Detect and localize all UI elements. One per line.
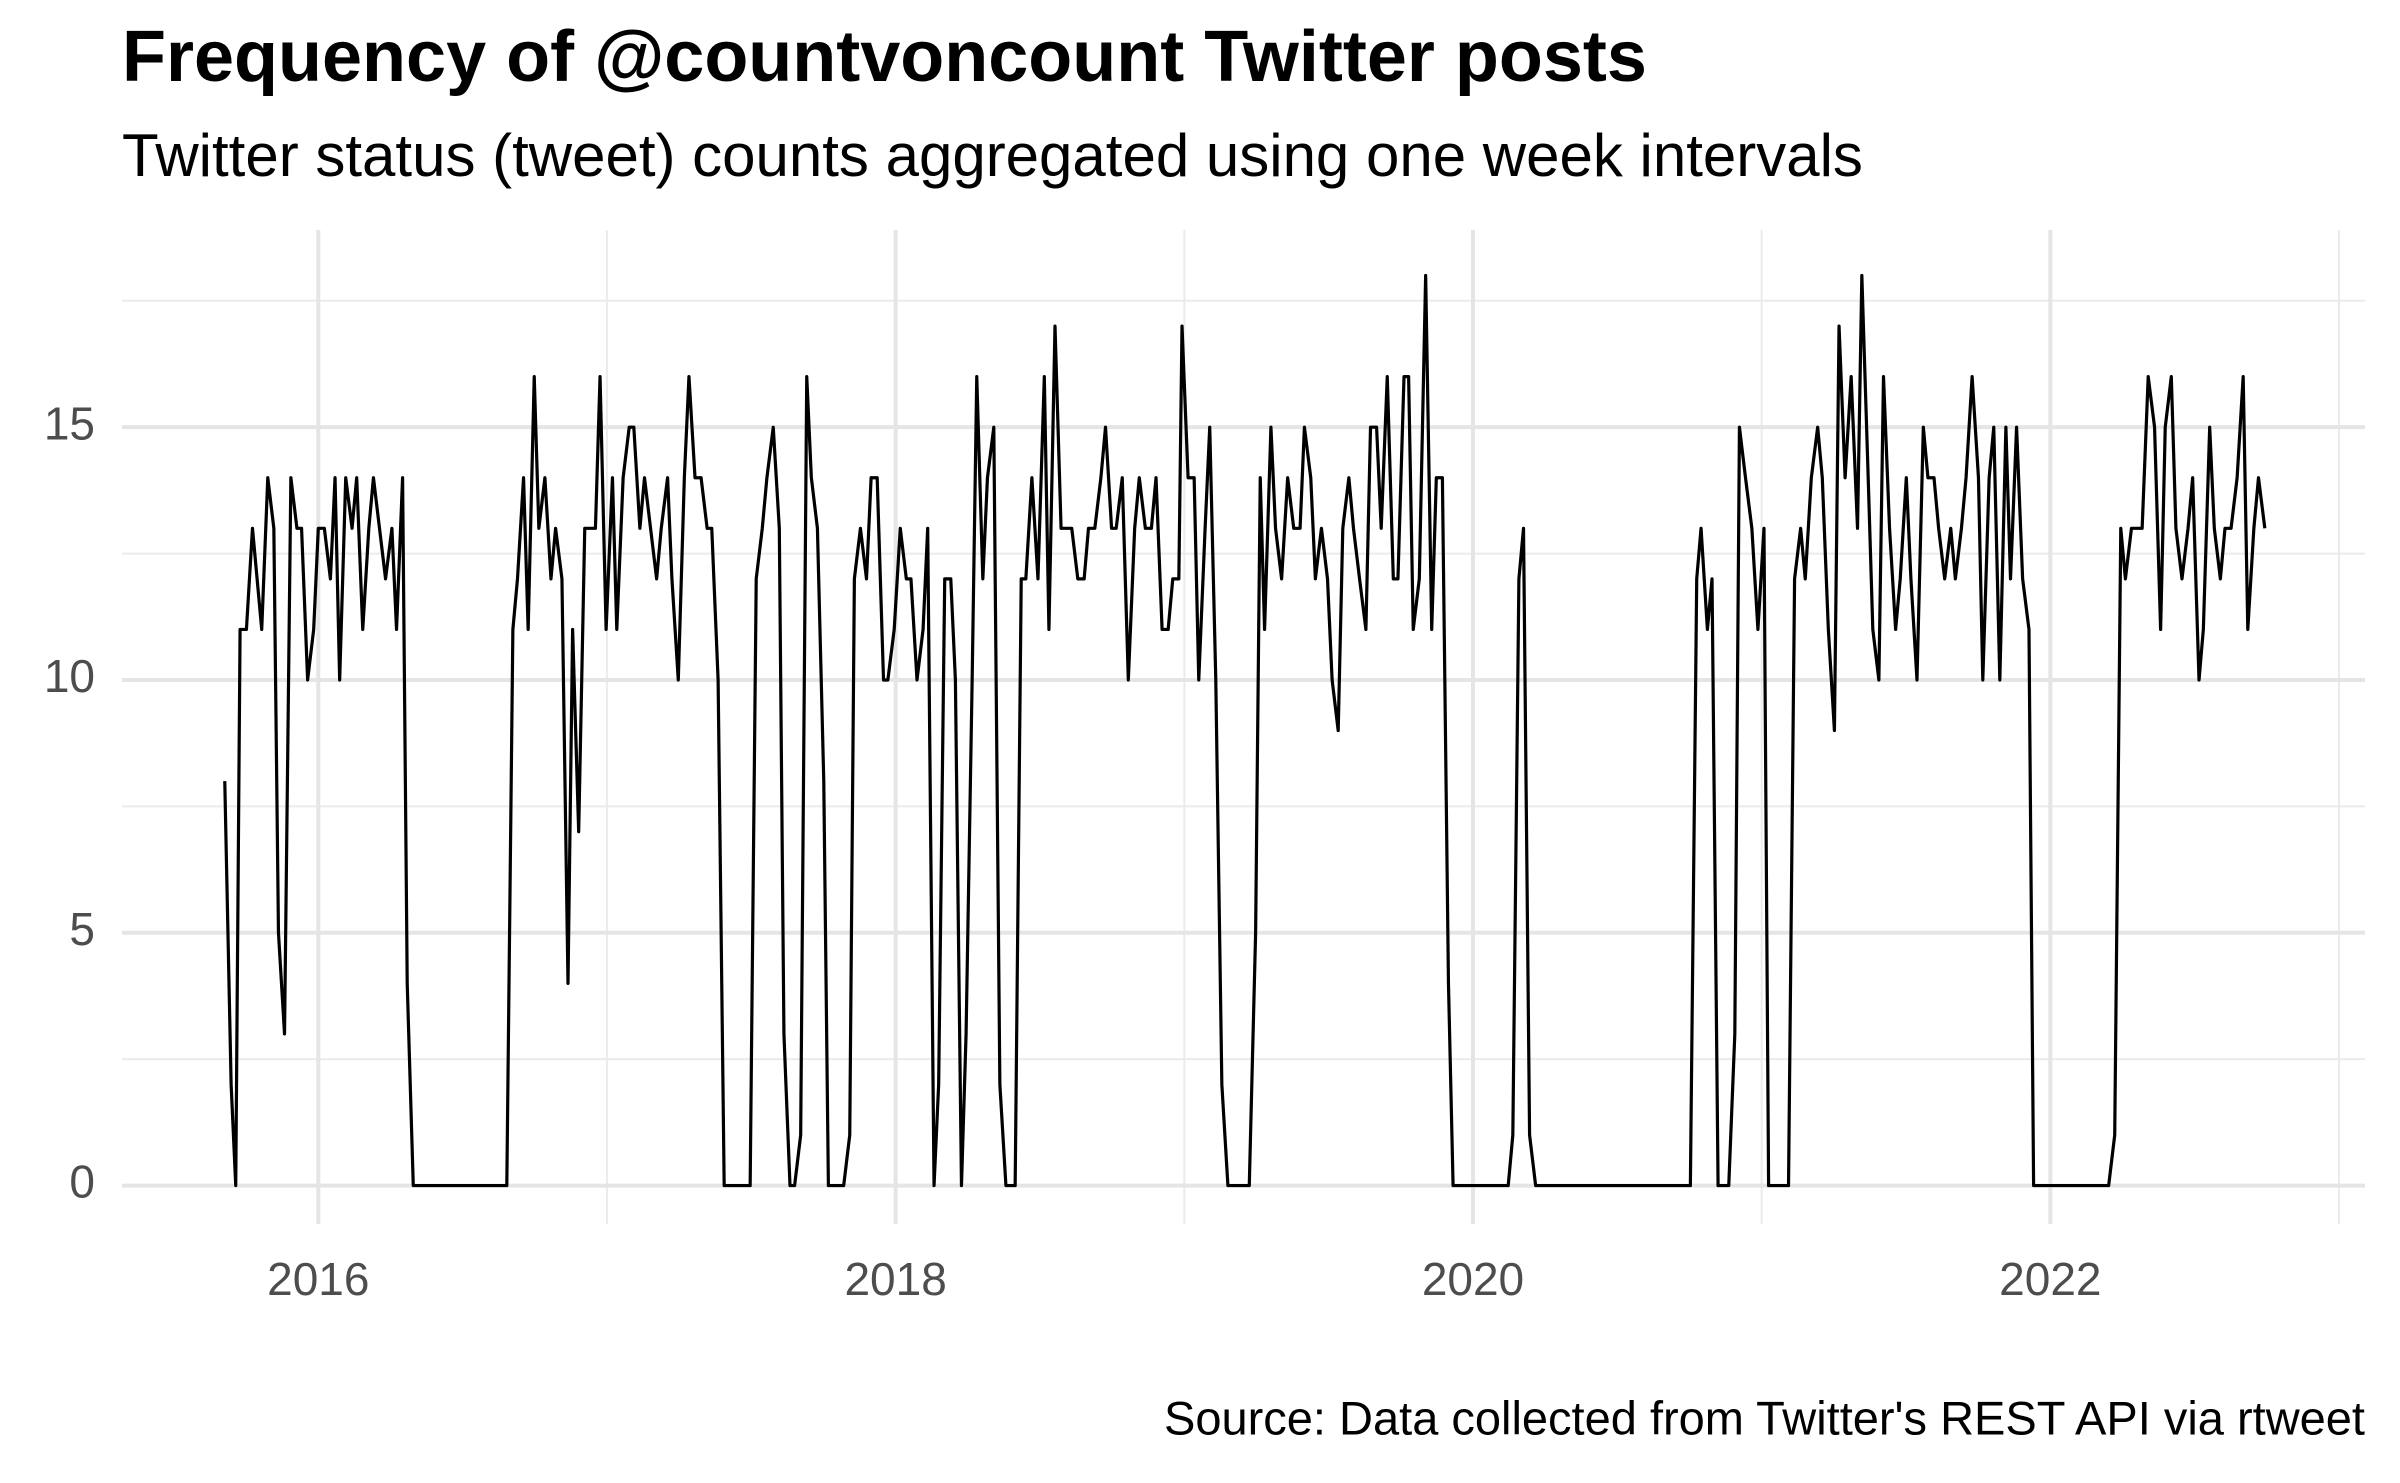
chart-caption: Source: Data collected from Twitter's RE… — [1164, 1391, 2365, 1444]
x-tick-label: 2022 — [1999, 1253, 2101, 1305]
data-line — [223, 273, 2267, 1188]
chart-subtitle: Twitter status (tweet) counts aggregated… — [122, 122, 1863, 189]
y-tick-label: 5 — [69, 903, 95, 955]
plot-area — [223, 273, 2267, 1188]
chart-title: Frequency of @countvoncount Twitter post… — [122, 17, 1647, 97]
y-tick-label: 10 — [44, 650, 95, 702]
y-tick-label: 15 — [44, 397, 95, 449]
y-tick-label: 0 — [69, 1156, 95, 1208]
x-tick-label: 2018 — [844, 1253, 946, 1305]
x-tick-label: 2020 — [1422, 1253, 1524, 1305]
x-tick-label: 2016 — [267, 1253, 369, 1305]
